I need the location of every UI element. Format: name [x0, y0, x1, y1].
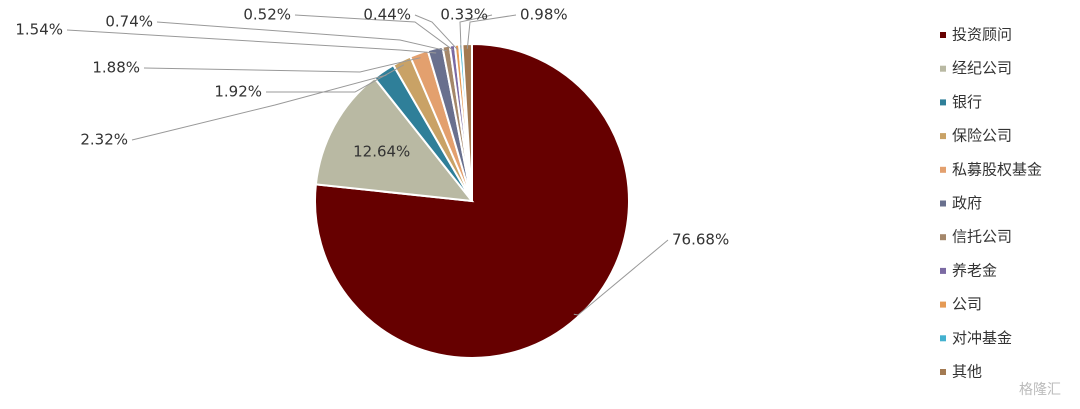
- leader-line: [143, 57, 421, 73]
- leader-line: [466, 14, 517, 49]
- legend-marker: [940, 166, 946, 173]
- data-label: 12.64%: [353, 143, 410, 161]
- pie-slice: [314, 76, 475, 203]
- data-label: 1.92%: [214, 83, 262, 101]
- data-label: 0.33%: [440, 6, 488, 24]
- data-label: 0.98%: [520, 6, 568, 24]
- leader-line: [573, 239, 669, 316]
- data-label: 0.52%: [243, 6, 291, 24]
- legend-label: 私募股权基金: [952, 160, 1042, 178]
- data-label: 0.74%: [105, 13, 153, 31]
- leader-line: [156, 21, 447, 52]
- data-label: 76.68%: [672, 231, 729, 249]
- legend-label: 其他: [952, 363, 982, 381]
- data-label: 2.32%: [80, 131, 128, 149]
- leader-line: [131, 74, 387, 141]
- legend-marker: [940, 301, 946, 308]
- legend-marker: [940, 234, 946, 241]
- watermark: 格隆汇: [1019, 382, 1061, 398]
- data-label: 0.44%: [363, 6, 411, 24]
- legend-label: 养老金: [952, 261, 997, 279]
- legend-marker: [940, 335, 946, 342]
- legend-marker: [940, 369, 946, 375]
- legend-marker: [940, 65, 946, 72]
- leader-line: [414, 14, 458, 50]
- legend-label: 银行: [952, 93, 982, 111]
- legend-marker: [940, 267, 946, 274]
- leader-line: [294, 14, 454, 51]
- legend-label: 保险公司: [952, 127, 1012, 145]
- data-label: 1.88%: [92, 59, 140, 77]
- leader-line: [66, 29, 437, 54]
- legend-label: 公司: [952, 295, 982, 313]
- leader-line: [459, 14, 493, 50]
- legend-label: 对冲基金: [952, 329, 1012, 347]
- leader-line: [266, 64, 405, 93]
- legend-marker: [940, 99, 946, 106]
- legend-marker: [940, 32, 946, 38]
- legend-label: 投资顾问: [952, 26, 1012, 44]
- pie-slice: [461, 42, 473, 202]
- legend-label: 经纪公司: [952, 59, 1012, 77]
- legend-label: 政府: [952, 194, 982, 212]
- legend-label: 信托公司: [952, 228, 1012, 246]
- legend-marker: [940, 133, 946, 140]
- data-label: 1.54%: [15, 21, 63, 39]
- legend-marker: [940, 200, 946, 207]
